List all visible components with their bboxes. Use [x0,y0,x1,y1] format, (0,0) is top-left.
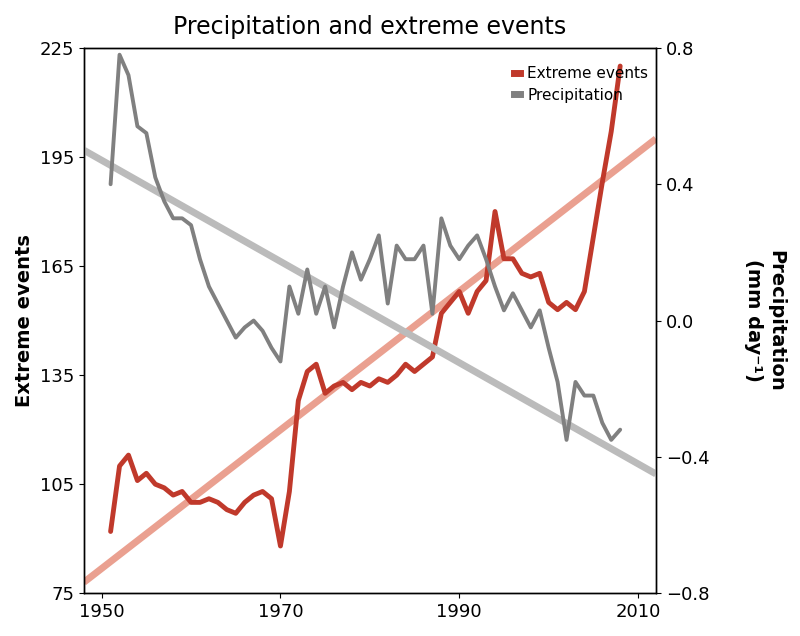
Y-axis label: Extreme events: Extreme events [15,234,34,407]
Legend: Extreme events, Precipitation: Extreme events, Precipitation [514,66,648,102]
Title: Precipitation and extreme events: Precipitation and extreme events [174,15,566,39]
Y-axis label: Precipitation
(mm day⁻¹): Precipitation (mm day⁻¹) [744,250,785,392]
